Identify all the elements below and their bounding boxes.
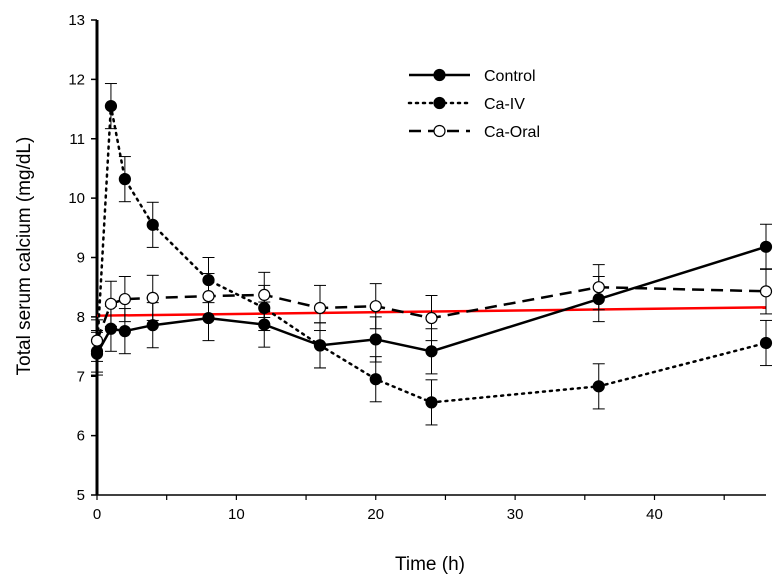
data-point xyxy=(90,334,104,347)
data-point xyxy=(104,99,118,113)
legend-marker xyxy=(433,96,446,110)
data-point xyxy=(592,281,605,294)
y-tick-label: 8 xyxy=(77,309,85,326)
data-point xyxy=(759,285,773,298)
data-point xyxy=(759,336,773,350)
legend-label: Ca-Oral xyxy=(484,124,540,141)
data-point xyxy=(118,325,131,338)
legend-label: Control xyxy=(484,68,536,85)
data-point xyxy=(202,289,215,303)
data-point xyxy=(313,339,327,352)
data-point xyxy=(759,240,773,253)
data-point xyxy=(118,173,131,186)
y-tick-label: 10 xyxy=(68,190,85,207)
data-point xyxy=(146,218,159,231)
x-tick-label: 10 xyxy=(228,506,245,523)
x-tick-label: 30 xyxy=(507,506,524,523)
series-line xyxy=(95,105,768,404)
data-point xyxy=(425,345,438,358)
legend-label: Ca-IV xyxy=(484,96,525,113)
x-tick-label: 20 xyxy=(367,506,384,523)
data-point xyxy=(425,311,438,325)
data-point xyxy=(104,297,118,310)
data-point xyxy=(258,288,271,302)
y-axis-title: Total serum calcium (mg/dL) xyxy=(14,137,35,376)
data-point xyxy=(425,396,438,409)
data-point xyxy=(369,300,382,313)
y-tick-label: 7 xyxy=(77,368,85,385)
data-point xyxy=(146,319,159,332)
axes: 5 6 7 8 9 10 11 12 13 0 10 20 30 40 xyxy=(68,12,766,523)
legend-marker xyxy=(433,124,446,138)
data-point xyxy=(118,292,131,306)
y-tick-label: 12 xyxy=(68,71,85,88)
data-point xyxy=(592,380,605,393)
y-tick-label: 11 xyxy=(69,131,85,148)
x-tick-label: 40 xyxy=(646,506,663,523)
legend-marker xyxy=(433,68,446,82)
x-axis-title: Time (h) xyxy=(395,554,465,575)
y-tick-label: 6 xyxy=(77,428,85,445)
series-ca-oral xyxy=(90,264,773,362)
y-tick-label: 9 xyxy=(77,250,85,267)
y-tick-label: 5 xyxy=(77,487,85,504)
x-tick-label: 0 xyxy=(93,506,101,523)
legend: Control Ca-IV Ca-Oral xyxy=(407,68,540,141)
y-tick-label: 13 xyxy=(68,12,85,29)
data-point xyxy=(369,333,382,346)
data-point xyxy=(146,291,159,304)
data-point xyxy=(369,373,382,386)
series-layer xyxy=(90,83,773,426)
data-point xyxy=(313,301,327,315)
